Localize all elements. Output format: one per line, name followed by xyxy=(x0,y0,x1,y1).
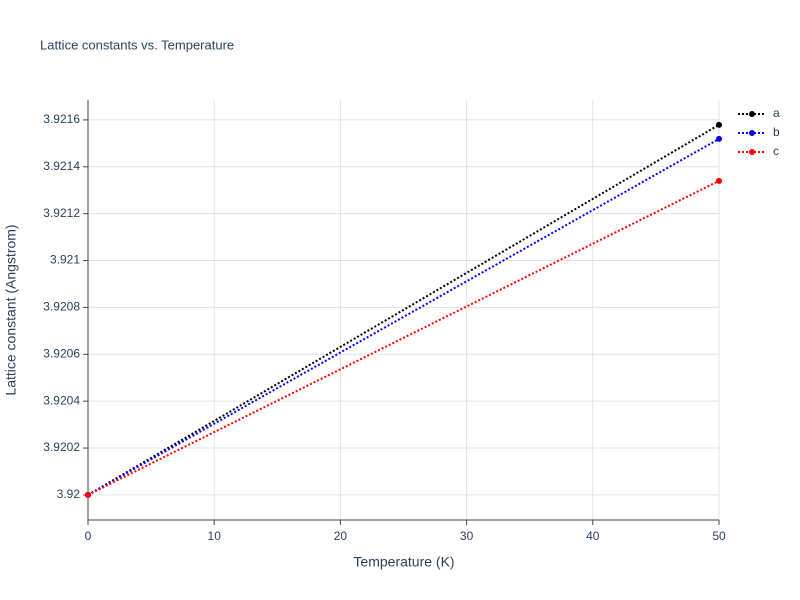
data-point xyxy=(716,121,722,128)
x-tick-label: 0 xyxy=(85,529,92,543)
series-line xyxy=(87,123,720,496)
x-tick-label: 50 xyxy=(712,529,726,543)
x-tick-label: 10 xyxy=(208,529,222,543)
legend-marker xyxy=(749,149,755,155)
x-tick-label: 40 xyxy=(586,529,600,543)
chart-title: Lattice constants vs. Temperature xyxy=(40,37,234,52)
y-tick-label: 3.9204 xyxy=(43,393,80,407)
y-tick-label: 3.9212 xyxy=(43,206,80,220)
y-tick-label: 3.9214 xyxy=(43,159,80,173)
legend-label: c xyxy=(773,144,779,158)
y-tick-label: 3.92 xyxy=(57,487,81,501)
x-axis-title: Temperature (K) xyxy=(353,554,454,570)
series-line xyxy=(87,138,720,496)
y-tick-label: 3.9202 xyxy=(43,440,80,454)
legend-marker xyxy=(749,111,755,117)
y-tick-label: 3.921 xyxy=(50,253,80,267)
data-point xyxy=(85,491,91,498)
y-tick-label: 3.9208 xyxy=(43,300,80,314)
y-axis-title: Lattice constant (Angstrom) xyxy=(3,224,19,395)
legend-label: a xyxy=(773,106,780,120)
series-line xyxy=(87,179,720,496)
y-tick-label: 3.9216 xyxy=(43,112,80,126)
x-tick-label: 30 xyxy=(460,529,474,543)
data-point xyxy=(716,177,722,184)
y-tick-label: 3.9206 xyxy=(43,346,80,360)
x-tick-label: 20 xyxy=(334,529,348,543)
legend-label: b xyxy=(773,125,780,139)
legend-marker xyxy=(749,130,755,136)
data-point xyxy=(716,135,722,142)
